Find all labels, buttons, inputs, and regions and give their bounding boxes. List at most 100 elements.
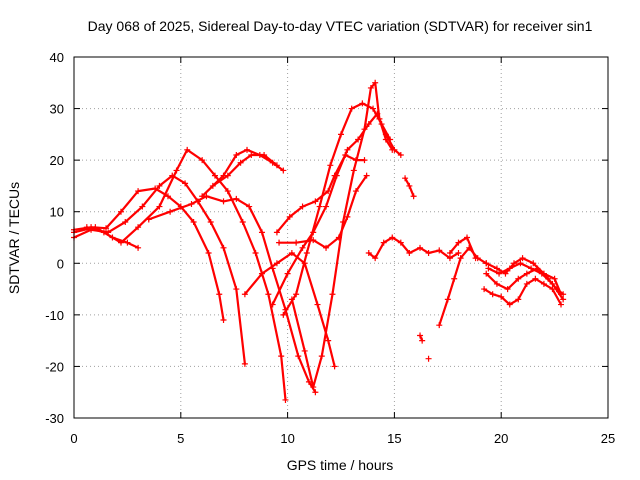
series-sat-t (481, 275, 565, 308)
data-point (455, 239, 462, 246)
series-line (85, 148, 287, 401)
data-point (331, 363, 338, 370)
x-tick-label: 25 (601, 431, 615, 446)
data-point (325, 188, 332, 195)
data-point (540, 270, 547, 277)
data-point (284, 270, 291, 277)
series-line (438, 246, 488, 327)
y-tick-label: -10 (45, 308, 64, 323)
data-point (135, 224, 142, 231)
data-point (288, 296, 295, 303)
series-line (487, 262, 565, 301)
data-point (417, 332, 424, 339)
y-tick-label: 40 (50, 50, 64, 65)
data-point (361, 157, 368, 164)
data-point (342, 151, 349, 158)
data-point (361, 126, 368, 133)
data-point (312, 389, 319, 396)
data-point (464, 234, 471, 241)
data-point (560, 296, 567, 303)
plot-frame (73, 56, 609, 419)
data-point (472, 255, 479, 262)
data-point (367, 84, 374, 91)
data-point (164, 193, 171, 200)
data-point (355, 136, 362, 143)
data-point (335, 234, 342, 241)
data-point (372, 79, 379, 86)
data-point (493, 280, 500, 287)
data-point (237, 159, 244, 166)
series-sat-j (280, 100, 394, 318)
data-point (173, 167, 180, 174)
data-point (511, 260, 518, 267)
series-sat-k (288, 79, 396, 391)
data-point (205, 249, 212, 256)
x-tick-labels: 0 5 10 15 20 25 (70, 431, 615, 446)
data-point (273, 260, 280, 267)
data-point (549, 280, 556, 287)
data-point (265, 291, 272, 298)
data-point (417, 244, 424, 251)
data-point (506, 301, 513, 308)
series-sat-n (365, 234, 462, 262)
data-point (282, 396, 289, 403)
series-sat-i (269, 110, 404, 308)
data-point (135, 188, 142, 195)
data-point (498, 293, 505, 300)
data-point (310, 384, 317, 391)
data-point (280, 311, 287, 318)
data-point (156, 182, 163, 189)
data-point (117, 208, 124, 215)
data-point (496, 270, 503, 277)
data-point (425, 355, 432, 362)
data-point (299, 203, 306, 210)
data-point (483, 270, 490, 277)
data-point (389, 234, 396, 241)
data-point (246, 203, 253, 210)
data-point (372, 255, 379, 262)
data-point (273, 229, 280, 236)
x-tick-label: 20 (494, 431, 508, 446)
data-point (436, 247, 443, 254)
data-point (239, 219, 246, 226)
data-point (220, 198, 227, 205)
data-point (325, 337, 332, 344)
y-tick-label: 10 (50, 205, 64, 220)
data-point (288, 249, 295, 256)
data-point (316, 203, 323, 210)
data-point (286, 213, 293, 220)
data-point (344, 146, 351, 153)
data-point (350, 167, 357, 174)
data-point (502, 270, 509, 277)
data-point (124, 239, 131, 246)
data-point (156, 203, 163, 210)
data-point (455, 249, 462, 256)
data-point (540, 280, 547, 287)
chart-title: Day 068 of 2025, Sidereal Day-to-day VTE… (88, 18, 593, 34)
data-point (389, 146, 396, 153)
data-point (504, 286, 511, 293)
data-point (220, 172, 227, 179)
data-point (419, 337, 426, 344)
series-line (483, 277, 563, 306)
series-sat-l (273, 151, 368, 236)
data-point (344, 213, 351, 220)
data-point (348, 105, 355, 112)
data-point (220, 244, 227, 251)
data-point (314, 301, 321, 308)
series-sat-a (71, 185, 227, 324)
series-sat-p (417, 332, 426, 344)
data-point (397, 239, 404, 246)
data-point (184, 146, 191, 153)
data-point (380, 239, 387, 246)
data-point (359, 100, 366, 107)
data-point (182, 180, 189, 187)
series-line (290, 81, 394, 389)
data-point (303, 249, 310, 256)
data-point (397, 151, 404, 158)
data-point (532, 275, 539, 282)
data-point (528, 265, 535, 272)
data-point (558, 291, 565, 298)
data-point (457, 255, 464, 262)
